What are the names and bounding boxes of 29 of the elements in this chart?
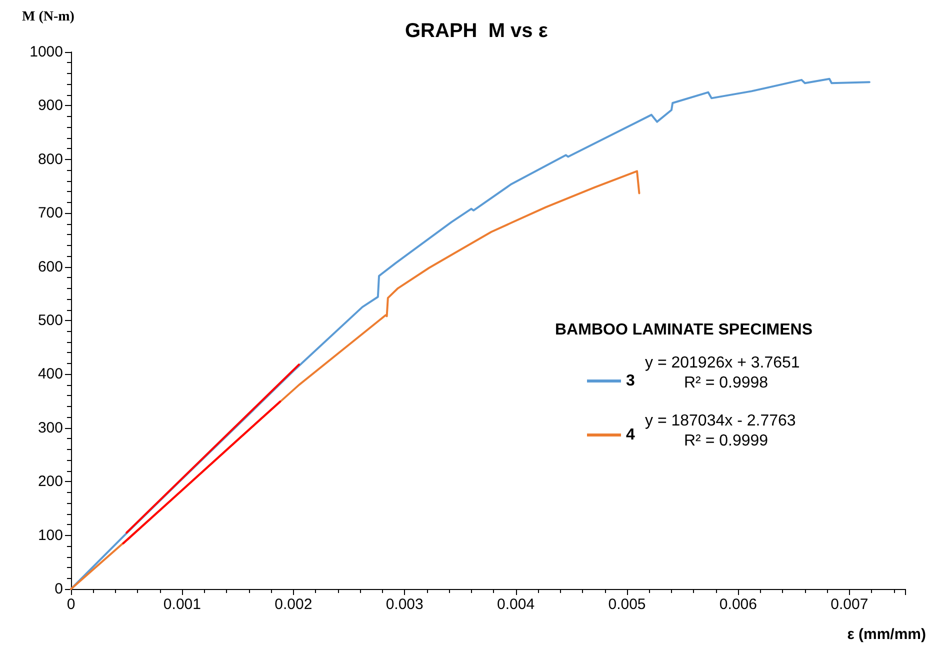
y-tick-label: 300 <box>38 419 63 436</box>
legend-label: 4 <box>626 426 635 444</box>
x-tick-label: 0.003 <box>386 596 424 613</box>
y-tick-label: 900 <box>38 97 63 114</box>
legend-title: BAMBOO LAMINATE SPECIMENS <box>555 322 813 338</box>
x-tick-label: 0.004 <box>497 596 535 613</box>
y-tick-label: 800 <box>38 150 63 168</box>
x-tick-label: 0.002 <box>274 596 312 613</box>
y-tick-label: 700 <box>38 204 63 222</box>
annotation: R² = 0.9999 <box>684 432 768 450</box>
y-axis-title: M (N-m) <box>22 10 75 24</box>
x-tick-label: 0.007 <box>830 596 868 613</box>
legend-label: 3 <box>626 372 635 390</box>
y-tick-label: 1000 <box>30 44 63 60</box>
y-tick-label: 200 <box>38 473 63 490</box>
y-tick-label: 0 <box>54 580 63 598</box>
chart-title: GRAPH M vs ε <box>405 20 548 42</box>
x-tick-label: 0.005 <box>608 596 646 613</box>
annotation: y = 201926x + 3.7651 <box>645 354 800 372</box>
y-tick-label: 400 <box>38 366 63 383</box>
x-tick-label: 0 <box>66 596 76 613</box>
annotation: y = 187034x - 2.7763 <box>645 412 796 430</box>
y-tick-label: 500 <box>38 312 63 329</box>
y-tick-label: 600 <box>38 258 63 276</box>
y-tick-label: 100 <box>38 526 63 544</box>
x-tick-label: 0.006 <box>719 596 757 613</box>
x-axis-title: ε (mm/mm) <box>847 626 926 643</box>
annotation: R² = 0.9998 <box>684 374 768 392</box>
x-tick-label: 0.001 <box>163 596 201 613</box>
